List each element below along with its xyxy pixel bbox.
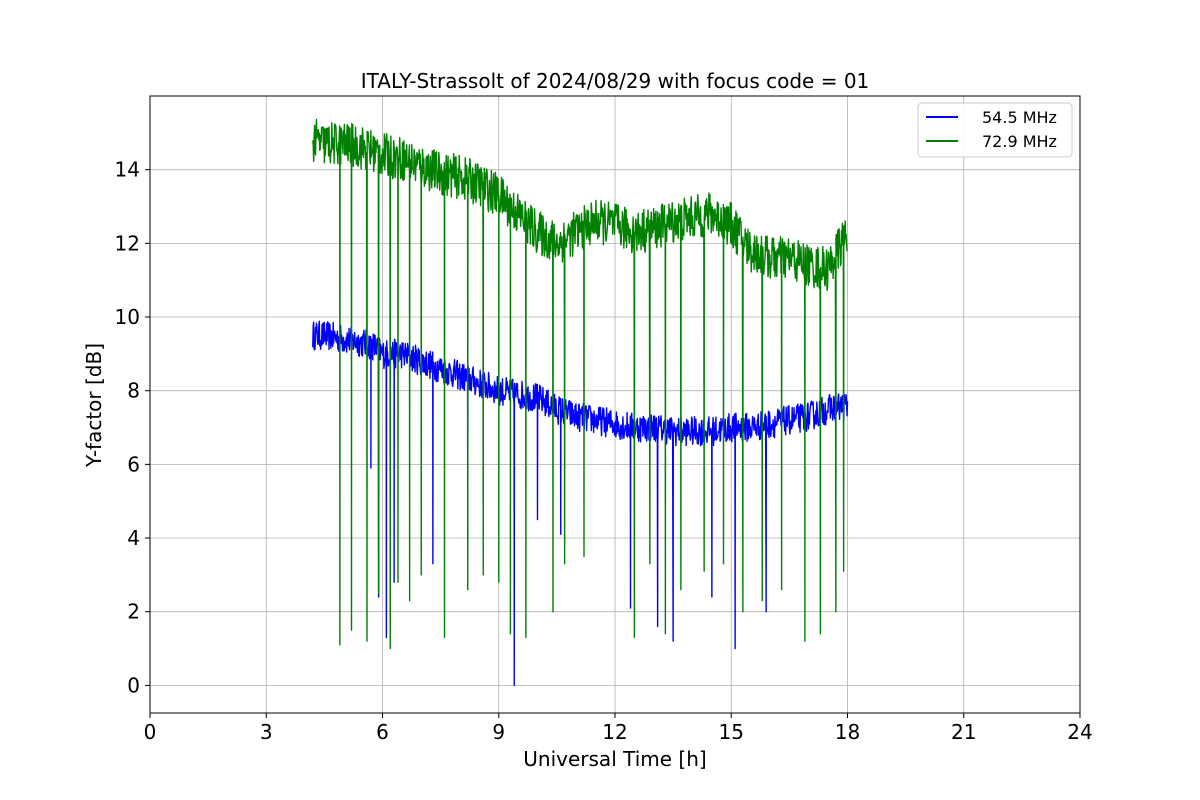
y-axis-title: Y-factor [dB]	[82, 343, 106, 468]
series-lines	[312, 118, 849, 687]
legend-label-54-5: 54.5 MHz	[982, 108, 1057, 127]
y-tick-label: 10	[115, 305, 140, 329]
legend-label-72-9: 72.9 MHz	[982, 132, 1057, 151]
x-tick-label: 3	[260, 720, 273, 744]
y-tick-label: 12	[115, 231, 140, 255]
x-tick-label: 21	[951, 720, 976, 744]
x-tick-label: 0	[144, 720, 157, 744]
y-tick-label: 14	[115, 158, 140, 182]
x-tick-label: 12	[602, 720, 627, 744]
x-tick-label: 9	[492, 720, 505, 744]
chart-title: ITALY-Strassolt of 2024/08/29 with focus…	[361, 69, 870, 93]
y-tick-label: 8	[127, 379, 140, 403]
y-tick-label: 2	[127, 600, 140, 624]
y-tick-label: 4	[127, 526, 140, 550]
y-tick-label: 0	[127, 673, 140, 697]
legend: 54.5 MHz 72.9 MHz	[917, 102, 1073, 158]
grid-lines	[149, 96, 1081, 713]
x-axis-title: Universal Time [h]	[523, 747, 706, 771]
x-tick-label: 6	[376, 720, 389, 744]
y-tick-label: 6	[127, 452, 140, 476]
x-tick-label: 24	[1067, 720, 1092, 744]
x-tick-label: 15	[719, 720, 744, 744]
x-tick-label: 18	[835, 720, 860, 744]
series-line-0	[312, 320, 849, 687]
series-line-1	[312, 118, 848, 650]
